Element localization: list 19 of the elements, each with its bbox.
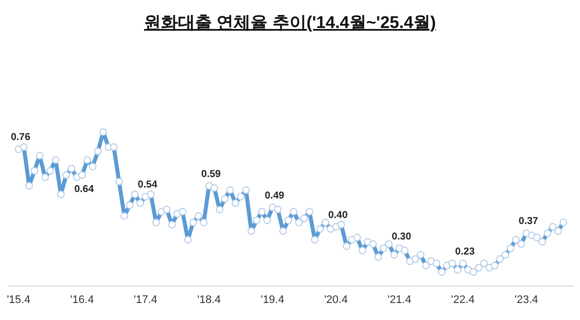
data-label: 0.23 bbox=[455, 246, 476, 258]
x-tick-label: '16.4 bbox=[70, 294, 94, 306]
x-tick-label: '19.4 bbox=[260, 294, 284, 306]
x-tick-label: '22.4 bbox=[451, 294, 475, 306]
chart-title: 원화대출 연체율 추이('14.4월~'25.4월) bbox=[144, 13, 436, 32]
x-tick-label: '18.4 bbox=[197, 294, 221, 306]
data-label: 0.54 bbox=[138, 180, 158, 191]
data-label: 0.37 bbox=[518, 216, 539, 228]
data-label: 0.76 bbox=[10, 132, 31, 144]
data-label: 0.30 bbox=[392, 231, 412, 242]
x-tick-label: '20.4 bbox=[324, 294, 348, 306]
data-label: 0.64 bbox=[74, 184, 94, 196]
data-label: 0.59 bbox=[201, 168, 222, 180]
x-tick-label: '15.4 bbox=[6, 294, 30, 306]
x-tick-label: '21.4 bbox=[388, 294, 412, 306]
data-label: 0.49 bbox=[264, 190, 285, 202]
x-tick-label: '17.4 bbox=[134, 294, 158, 306]
data-label: 0.40 bbox=[328, 210, 348, 221]
x-tick-label: '23.4 bbox=[514, 294, 538, 306]
